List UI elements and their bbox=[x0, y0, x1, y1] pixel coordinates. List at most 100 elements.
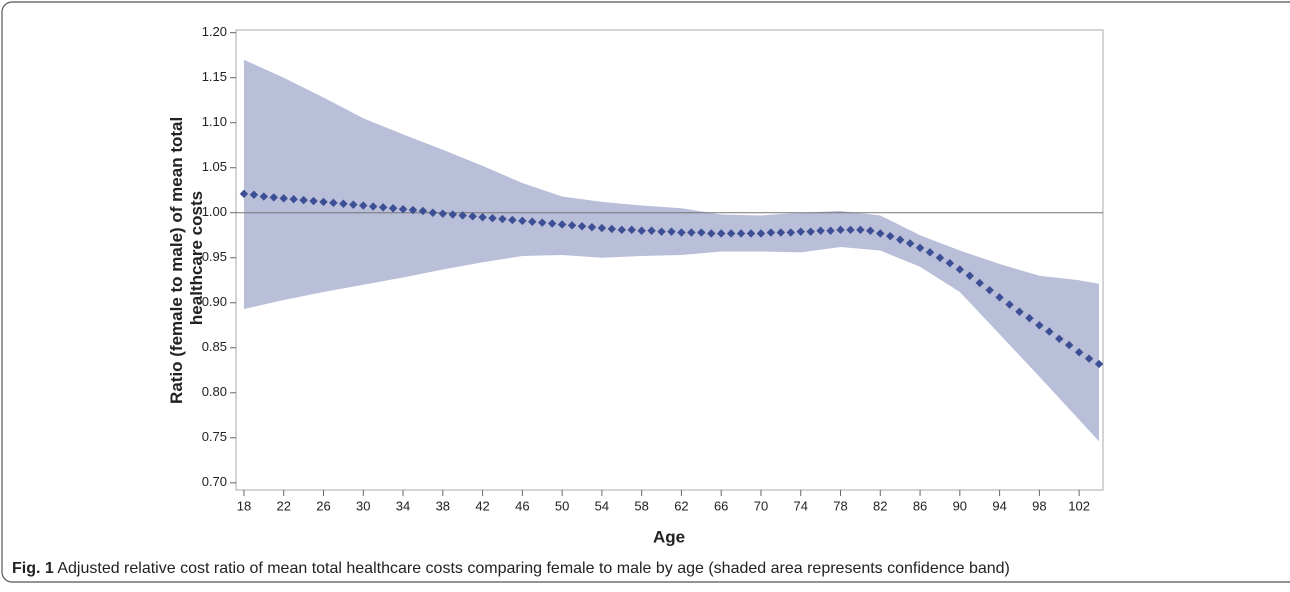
x-tick-label: 46 bbox=[515, 498, 529, 513]
x-tick-label: 98 bbox=[1032, 498, 1046, 513]
point bbox=[359, 201, 368, 210]
point bbox=[498, 214, 507, 224]
point bbox=[1074, 348, 1084, 357]
x-tick-label: 30 bbox=[356, 498, 370, 513]
point bbox=[915, 243, 925, 253]
point bbox=[846, 225, 855, 235]
point bbox=[448, 210, 457, 219]
caption-text: Adjusted relative cost ratio of mean tot… bbox=[57, 560, 1010, 577]
x-tick-label: 54 bbox=[595, 498, 609, 513]
point bbox=[557, 220, 567, 229]
y-tick-label: 1.20 bbox=[202, 24, 227, 39]
point bbox=[1084, 354, 1094, 363]
y-tick-label: 1.10 bbox=[202, 114, 227, 129]
point bbox=[597, 223, 607, 233]
x-tick-label: 50 bbox=[555, 498, 569, 513]
point bbox=[766, 228, 776, 237]
x-tick-label: 86 bbox=[913, 498, 927, 513]
x-tick-label: 26 bbox=[316, 498, 330, 513]
point bbox=[468, 212, 477, 221]
point bbox=[398, 204, 408, 214]
point bbox=[418, 206, 428, 216]
point bbox=[428, 208, 438, 217]
x-tick-label: 38 bbox=[436, 498, 450, 513]
point bbox=[985, 285, 994, 295]
point bbox=[687, 228, 696, 237]
x-axis-label: Age bbox=[653, 527, 685, 546]
point bbox=[518, 216, 527, 226]
point bbox=[895, 235, 905, 244]
y-tick-label: 1.05 bbox=[202, 159, 227, 174]
x-tick-label: 102 bbox=[1068, 498, 1090, 513]
point bbox=[886, 231, 895, 241]
point bbox=[935, 253, 945, 262]
y-tick-label: 0.90 bbox=[202, 294, 227, 309]
point bbox=[279, 194, 288, 203]
point bbox=[697, 228, 706, 237]
point bbox=[657, 227, 666, 236]
point bbox=[707, 229, 716, 238]
plot-frame bbox=[235, 29, 1104, 491]
point bbox=[945, 258, 955, 268]
x-tick-label: 34 bbox=[396, 498, 410, 513]
y-tick-label: 0.75 bbox=[202, 429, 227, 444]
point bbox=[677, 228, 686, 237]
point bbox=[458, 211, 467, 220]
point bbox=[836, 225, 845, 235]
point bbox=[995, 293, 1004, 302]
point bbox=[309, 196, 318, 206]
point bbox=[478, 213, 487, 222]
point bbox=[339, 199, 348, 208]
point bbox=[349, 200, 358, 209]
point bbox=[438, 209, 448, 218]
point bbox=[1015, 307, 1024, 316]
x-tick-label: 70 bbox=[754, 498, 768, 513]
point bbox=[746, 229, 756, 238]
point bbox=[378, 203, 388, 212]
point bbox=[508, 215, 517, 225]
point bbox=[1094, 359, 1104, 369]
point bbox=[975, 278, 984, 288]
confidence-band bbox=[243, 59, 1100, 442]
y-tick-label: 0.95 bbox=[202, 249, 227, 264]
x-tick-label: 78 bbox=[833, 498, 847, 513]
point bbox=[1055, 334, 1064, 343]
x-tick-label: 90 bbox=[953, 498, 967, 513]
point bbox=[647, 226, 656, 235]
point bbox=[965, 271, 974, 280]
x-tick-label: 82 bbox=[873, 498, 887, 513]
x-tick-label: 62 bbox=[674, 498, 688, 513]
y-tick-label: 1.15 bbox=[202, 69, 227, 84]
point bbox=[736, 229, 746, 238]
point bbox=[299, 195, 308, 205]
point bbox=[239, 189, 249, 199]
x-tick-label: 22 bbox=[276, 498, 290, 513]
point bbox=[856, 225, 865, 235]
point bbox=[1025, 313, 1034, 323]
point bbox=[329, 198, 338, 208]
point bbox=[826, 226, 835, 235]
point bbox=[369, 202, 378, 211]
y-tick-label: 0.85 bbox=[202, 339, 227, 354]
caption: Fig. 1 Adjusted relative cost ratio of m… bbox=[12, 560, 1010, 578]
point bbox=[607, 224, 617, 234]
point bbox=[726, 229, 736, 238]
point bbox=[577, 222, 587, 231]
point bbox=[388, 204, 398, 213]
point bbox=[1045, 327, 1054, 336]
x-tick-label: 18 bbox=[237, 498, 251, 513]
point bbox=[538, 218, 547, 227]
point bbox=[627, 225, 636, 235]
point bbox=[806, 227, 815, 236]
x-tick-label: 58 bbox=[634, 498, 648, 513]
x-tick-label: 42 bbox=[475, 498, 489, 513]
point bbox=[567, 221, 577, 230]
point bbox=[717, 229, 726, 238]
point bbox=[1005, 300, 1014, 309]
point bbox=[249, 190, 259, 199]
point bbox=[637, 226, 646, 235]
point bbox=[876, 229, 885, 238]
